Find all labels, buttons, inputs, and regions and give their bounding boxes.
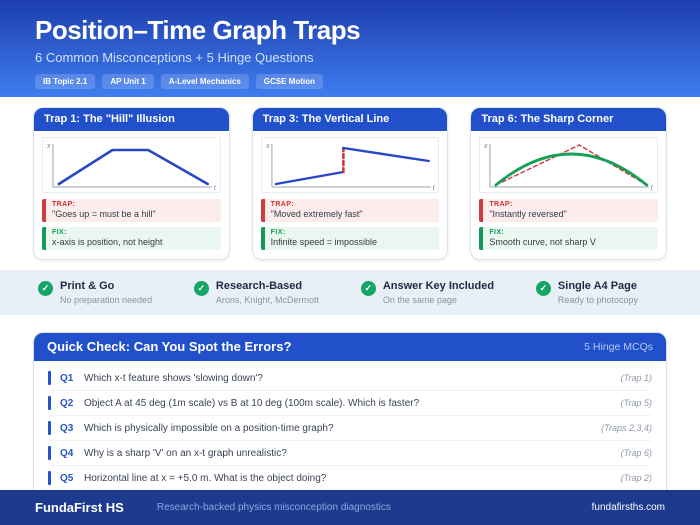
feature-subtitle: No preparation needed — [60, 295, 153, 305]
graph-svg: x t — [46, 143, 217, 192]
trap-text: "Goes up = must be a hill" — [52, 209, 156, 219]
page-title: Position–Time Graph Traps — [35, 15, 361, 45]
check-icon: ✓ — [193, 281, 209, 296]
question-text: Object A at 45 deg (1m scale) vs B at 10… — [84, 397, 420, 409]
question-accent-bar — [48, 396, 51, 410]
question-trap-ref: (Traps 2,3,4) — [601, 423, 652, 433]
fix-note: FIX: Infinite speed = impossible — [260, 227, 440, 250]
trap-label: TRAP: — [489, 201, 513, 208]
fix-text: x-axis is position, not height — [52, 237, 163, 247]
trap-note: TRAP: "Instantly reversed" — [479, 199, 659, 222]
feature-title: Answer Key Included — [382, 280, 495, 292]
y-axis-label: x — [483, 143, 488, 150]
graph-svg: x t — [265, 143, 436, 192]
trap-card-hill-illusion: Trap 1: The "Hill" Illusion x t TRAP: "G… — [33, 107, 230, 260]
fix-note: FIX: Smooth curve, not sharp V — [479, 227, 659, 250]
question-accent-bar — [48, 421, 51, 435]
page-footer: FundaFirst HS Research-backed physics mi… — [0, 490, 700, 525]
fix-text: Infinite speed = impossible — [270, 237, 377, 247]
y-axis-label: x — [265, 143, 270, 150]
question-row-q4: Q4 Why is a sharp 'V' on an x-t graph un… — [48, 441, 652, 466]
question-list: Q1 Which x-t feature shows 'slowing down… — [34, 361, 666, 500]
quick-check-panel: Quick Check: Can You Spot the Errors? 5 … — [33, 332, 667, 501]
position-time-graph-vertical: x t — [260, 137, 440, 193]
fix-label: FIX: — [489, 229, 505, 236]
page-header: Position–Time Graph Traps 6 Common Misco… — [0, 0, 700, 97]
x-axis-label: t — [432, 185, 435, 192]
position-time-graph-hill: x t — [42, 137, 221, 193]
quick-check-badge: 5 Hinge MCQs — [584, 340, 653, 353]
question-trap-ref: (Trap 6) — [620, 448, 652, 458]
question-text: Which is physically impossible on a posi… — [84, 422, 334, 434]
feature-title: Research-Based — [215, 280, 303, 292]
question-id: Q4 — [60, 447, 74, 459]
fix-label: FIX: — [52, 229, 67, 236]
question-id: Q5 — [60, 472, 74, 484]
question-row-q5: Q5 Horizontal line at x = +5.0 m. What i… — [48, 466, 652, 490]
feature-subtitle: Arons, Knight, McDermott — [215, 295, 319, 305]
feature-title: Single A4 Page — [557, 280, 637, 292]
question-trap-ref: (Trap 5) — [620, 398, 652, 408]
footer-website-link[interactable]: fundafirsths.com — [591, 502, 665, 513]
feature-answer-key: ✓ Answer Key Included On the same page — [360, 280, 495, 305]
page-subtitle: 6 Common Misconceptions + 5 Hinge Questi… — [35, 50, 314, 65]
question-trap-ref: (Trap 1) — [620, 373, 652, 383]
question-accent-bar — [48, 371, 51, 385]
position-time-graph-corner: x t — [479, 137, 659, 193]
brand-name: FundaFirst HS — [35, 500, 124, 515]
badge-ap: AP Unit 1 — [102, 74, 154, 89]
badge-alevel: A-Level Mechanics — [160, 74, 249, 89]
question-row-q3: Q3 Which is physically impossible on a p… — [48, 416, 652, 441]
check-icon: ✓ — [360, 281, 376, 296]
trap-label: TRAP: — [270, 201, 295, 208]
trap-cards-row: Trap 1: The "Hill" Illusion x t TRAP: "G… — [33, 107, 668, 260]
quick-check-header: Quick Check: Can You Spot the Errors? 5 … — [34, 333, 666, 361]
curriculum-badges: IB Topic 2.1 AP Unit 1 A-Level Mechanics… — [35, 74, 700, 89]
question-id: Q2 — [60, 397, 74, 409]
badge-gcse: GCSE Motion — [255, 74, 323, 89]
feature-subtitle: On the same page — [382, 295, 457, 305]
trap-text: "Instantly reversed" — [489, 209, 567, 219]
trap-card-title: Trap 6: The Sharp Corner — [471, 108, 667, 131]
feature-subtitle: Ready to photocopy — [557, 295, 638, 305]
check-icon: ✓ — [38, 281, 53, 296]
question-text: Which x-t feature shows 'slowing down'? — [84, 372, 263, 384]
question-row-q2: Q2 Object A at 45 deg (1m scale) vs B at… — [48, 391, 652, 416]
feature-a4-page: ✓ Single A4 Page Ready to photocopy — [535, 280, 638, 305]
x-axis-label: t — [214, 185, 217, 192]
check-icon: ✓ — [535, 281, 551, 296]
fix-label: FIX: — [270, 229, 286, 236]
fix-note: FIX: x-axis is position, not height — [42, 227, 221, 250]
trap-note: TRAP: "Moved extremely fast" — [260, 199, 440, 222]
trap-card-title: Trap 3: The Vertical Line — [252, 108, 448, 131]
question-id: Q1 — [60, 372, 74, 384]
fix-text: Smooth curve, not sharp V — [489, 237, 596, 247]
footer-tagline: Research-backed physics misconception di… — [156, 502, 391, 513]
trap-text: "Moved extremely fast" — [270, 209, 363, 219]
trap-card-vertical-line: Trap 3: The Vertical Line x t TRAP: "Mov… — [251, 107, 449, 260]
question-text: Horizontal line at x = +5.0 m. What is t… — [84, 472, 327, 484]
trap-note: TRAP: "Goes up = must be a hill" — [42, 199, 221, 222]
trap-card-title: Trap 1: The "Hill" Illusion — [34, 108, 229, 131]
x-axis-label: t — [651, 185, 654, 192]
trap-label: TRAP: — [52, 201, 76, 208]
trap-card-sharp-corner: Trap 6: The Sharp Corner x t TRAP: "Inst… — [470, 107, 668, 260]
feature-print-go: ✓ Print & Go No preparation needed — [38, 280, 152, 305]
y-axis-label: x — [46, 143, 51, 150]
graph-svg: x t — [483, 143, 654, 192]
features-band: ✓ Print & Go No preparation needed ✓ Res… — [0, 270, 700, 315]
feature-research-based: ✓ Research-Based Arons, Knight, McDermot… — [193, 280, 319, 305]
question-accent-bar — [48, 471, 51, 485]
quick-check-title: Quick Check: Can You Spot the Errors? — [47, 339, 292, 354]
question-text: Why is a sharp 'V' on an x-t graph unrea… — [84, 447, 287, 459]
badge-ib: IB Topic 2.1 — [35, 74, 96, 89]
question-row-q1: Q1 Which x-t feature shows 'slowing down… — [48, 366, 652, 391]
question-id: Q3 — [60, 422, 74, 434]
feature-title: Print & Go — [60, 280, 115, 292]
question-accent-bar — [48, 446, 51, 460]
question-trap-ref: (Trap 2) — [620, 473, 652, 483]
